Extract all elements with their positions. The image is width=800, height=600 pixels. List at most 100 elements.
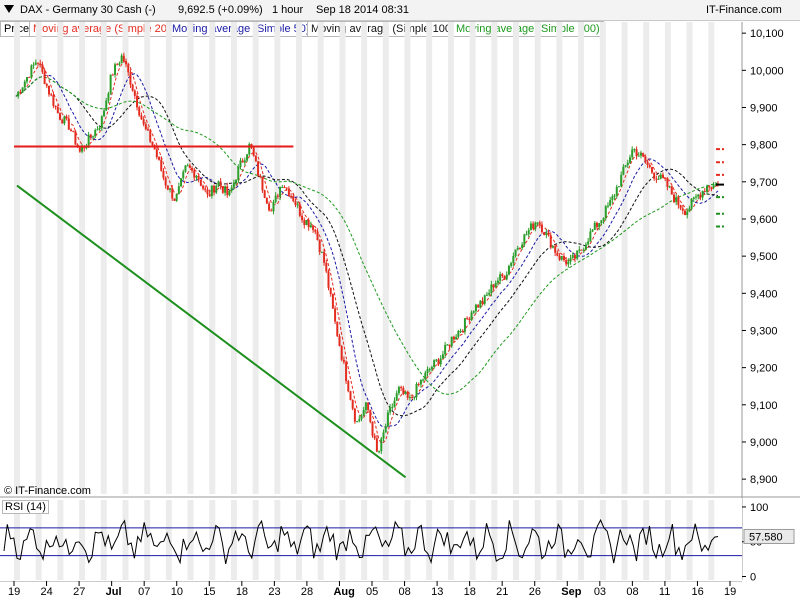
candle-body [177, 186, 180, 195]
candle-body [296, 204, 299, 206]
candle-body [83, 147, 86, 149]
candle-body [474, 304, 477, 312]
rsi-tick-label: 100 [750, 502, 768, 514]
candle-body [655, 178, 658, 180]
candle-body [483, 295, 486, 304]
candle-body [444, 344, 447, 355]
collapse-triangle-icon[interactable] [4, 5, 14, 13]
candle-body [32, 64, 35, 66]
time-tick-label: 11 [659, 586, 670, 598]
candle-body [195, 175, 198, 178]
day-band [14, 22, 20, 494]
candle-body [353, 408, 356, 422]
candle-body [193, 170, 196, 178]
candle-body [232, 182, 235, 188]
candle-body [386, 412, 389, 427]
candle-body [347, 381, 350, 392]
candle-body [72, 131, 75, 133]
candle-body [510, 262, 513, 266]
candle-body [613, 195, 616, 197]
candle-body [496, 280, 499, 284]
candle-body [144, 124, 147, 130]
day-band [79, 22, 86, 494]
candle-body [472, 311, 475, 313]
day-band [35, 22, 42, 494]
candle-body [378, 451, 381, 453]
candle-body [358, 418, 361, 422]
day-band [274, 22, 281, 494]
candle-body [417, 383, 420, 385]
candle-body [274, 195, 277, 202]
candle-body [653, 172, 656, 179]
candle-body [646, 161, 649, 165]
candle-body [391, 406, 394, 408]
candle-body [477, 304, 480, 308]
chart-title-bar: DAX - Germany 30 Cash (-) 9,692.5 (+0.09… [0, 0, 800, 21]
candle-body [92, 136, 95, 138]
time-tick-label: 16 [691, 586, 703, 598]
candle-body [393, 400, 396, 407]
time-tick-label: 28 [301, 586, 313, 598]
candle-body [338, 336, 341, 347]
candle-body [334, 308, 337, 322]
candle-body [426, 369, 429, 373]
candle-body [661, 174, 664, 178]
candle-body [631, 149, 634, 158]
candle-body [576, 250, 579, 259]
candle-body [327, 271, 330, 288]
candle-body [166, 185, 169, 190]
candle-body [439, 358, 442, 365]
candle-body [635, 149, 638, 157]
support-trendline [16, 184, 407, 479]
candle-body [109, 74, 112, 94]
candle-body [375, 438, 378, 452]
time-tick-label: Aug [333, 586, 354, 598]
candle-body [620, 174, 623, 187]
candle-body [567, 261, 570, 265]
candle-body [265, 197, 268, 204]
candle-body [703, 190, 706, 192]
candle-body [461, 330, 464, 332]
price-tick-label: 9,600 [750, 214, 778, 226]
rsi-day-band [57, 500, 64, 580]
candle-body [578, 249, 581, 251]
candle-body [582, 249, 585, 251]
price-tick-label: 9,000 [750, 437, 778, 449]
site-name: IT-Finance.com [706, 4, 782, 16]
candle-body [239, 160, 242, 167]
candle-body [565, 260, 568, 265]
candle-body [111, 74, 114, 76]
candle-body [408, 397, 411, 399]
candle-body [380, 438, 383, 452]
ma-line-50 [15, 73, 719, 428]
candle-body [692, 197, 695, 199]
candle-body [160, 159, 163, 171]
candle-body [501, 274, 504, 277]
candle-body [639, 153, 642, 156]
candle-body [455, 336, 458, 340]
candle-body [428, 369, 431, 371]
candle-body [457, 331, 460, 337]
time-tick-label: 13 [431, 586, 443, 598]
candle-body [360, 415, 363, 419]
candle-body [213, 185, 216, 193]
candle-body [481, 300, 484, 304]
candle-body [373, 435, 376, 439]
candle-body [287, 188, 290, 197]
candle-body [314, 229, 317, 232]
candle-body [521, 244, 524, 248]
candle-body [463, 318, 466, 332]
candle-body [712, 184, 715, 188]
candle-body [50, 94, 53, 96]
candle-body [180, 178, 183, 187]
candle-body [672, 194, 675, 203]
day-band [643, 22, 650, 494]
rsi-day-band [708, 500, 715, 580]
rsi-value-box [743, 528, 795, 544]
rsi-day-band [382, 500, 389, 580]
candle-body [675, 197, 678, 203]
candle-body [41, 64, 44, 72]
rsi-day-band [361, 500, 368, 580]
rsi-day-band [556, 500, 563, 580]
